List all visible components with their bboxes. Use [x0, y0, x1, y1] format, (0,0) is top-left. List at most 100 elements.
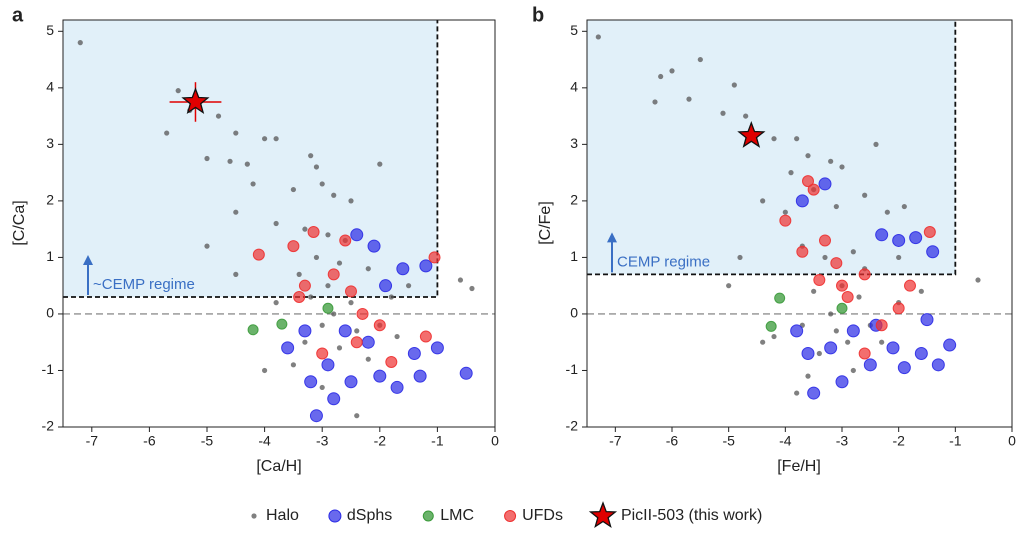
point — [943, 338, 957, 352]
point — [262, 367, 268, 374]
point — [686, 96, 692, 102]
plot-frame — [586, 19, 1013, 428]
x-tick-label: -1 — [431, 433, 444, 449]
legend-label: dSphs — [347, 507, 392, 524]
point — [428, 251, 441, 264]
point — [233, 130, 239, 136]
point — [298, 279, 311, 292]
point — [365, 356, 371, 362]
point — [833, 203, 839, 210]
legend-item: UFDs — [504, 507, 563, 524]
point — [367, 239, 381, 253]
point — [250, 181, 256, 187]
y-tick-label: 4 — [46, 79, 54, 95]
y-tick-label: 1 — [570, 248, 578, 264]
x-tick-label: 0 — [491, 433, 499, 449]
point — [350, 336, 363, 349]
legend-marker — [422, 510, 434, 522]
point — [788, 170, 794, 176]
point — [771, 333, 777, 340]
y-tick-label: 0 — [46, 305, 54, 321]
point — [293, 290, 306, 303]
point — [828, 158, 834, 164]
point — [373, 319, 386, 332]
point — [807, 183, 820, 196]
point — [336, 260, 343, 266]
point — [835, 375, 849, 389]
point — [313, 164, 320, 170]
x-tick-label: -5 — [201, 433, 214, 449]
point — [822, 254, 828, 261]
point — [287, 240, 300, 253]
legend-label: Halo — [266, 507, 299, 524]
point — [281, 341, 295, 355]
point — [204, 243, 210, 249]
point — [319, 384, 325, 391]
panel-label: a — [12, 4, 24, 26]
point — [595, 34, 601, 40]
point — [720, 110, 726, 116]
point — [457, 277, 464, 283]
point — [262, 136, 268, 142]
point — [419, 330, 432, 343]
point — [302, 339, 308, 345]
point — [331, 311, 337, 317]
point — [901, 203, 907, 210]
point — [774, 292, 786, 304]
point — [354, 328, 360, 334]
point — [388, 294, 394, 300]
point — [273, 220, 279, 227]
point — [345, 285, 357, 298]
panel-label: b — [532, 4, 544, 26]
point — [325, 232, 331, 238]
cemp-label: ~CEMP regime — [93, 276, 195, 293]
point — [298, 324, 312, 338]
point — [652, 99, 658, 105]
x-tick-label: -4 — [779, 433, 792, 449]
point — [396, 262, 410, 276]
y-tick-label: -1 — [42, 361, 55, 377]
point — [782, 209, 788, 215]
point — [336, 345, 343, 351]
point — [296, 271, 302, 277]
point — [841, 290, 854, 303]
point — [796, 245, 809, 258]
point — [836, 302, 848, 314]
point — [697, 56, 703, 63]
x-axis-label: [Fe/H] — [777, 458, 821, 475]
point — [430, 341, 444, 355]
point — [407, 347, 421, 361]
point — [244, 161, 250, 167]
star-point — [181, 87, 210, 115]
point — [909, 231, 923, 245]
point — [309, 409, 323, 423]
x-tick-label: -4 — [258, 433, 271, 449]
point — [77, 40, 83, 46]
point — [233, 271, 239, 277]
point — [856, 294, 862, 300]
point — [760, 198, 766, 204]
point — [824, 341, 838, 355]
point — [419, 259, 433, 273]
point — [252, 248, 265, 261]
point — [731, 82, 737, 88]
point — [802, 175, 814, 188]
point — [406, 283, 412, 289]
point — [273, 300, 279, 306]
cemp-arrow-head — [607, 232, 617, 243]
point — [469, 285, 475, 292]
x-tick-label: 0 — [1008, 433, 1016, 449]
point — [884, 209, 890, 215]
cemp-region — [587, 20, 956, 275]
point — [892, 233, 906, 247]
cemp-boundary — [587, 20, 957, 276]
star-point — [737, 121, 766, 148]
point — [819, 234, 831, 247]
point — [327, 392, 341, 406]
point — [348, 300, 354, 306]
legend-item: LMC — [422, 507, 474, 524]
point — [920, 313, 934, 327]
point — [850, 367, 856, 374]
point — [247, 324, 259, 336]
point — [737, 254, 743, 261]
